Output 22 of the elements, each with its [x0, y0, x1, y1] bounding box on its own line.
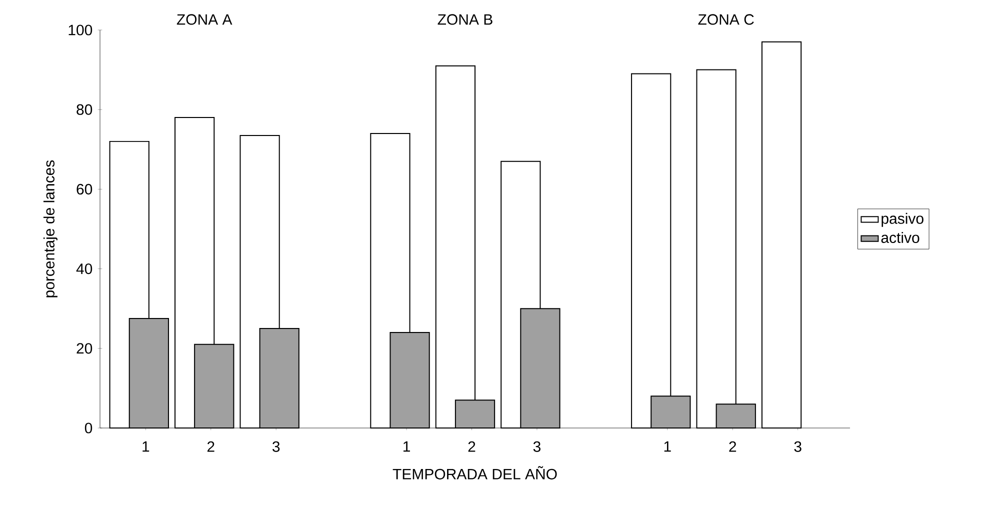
- y-tick-label: 20: [76, 343, 92, 354]
- legend-label: pasivo: [882, 212, 924, 227]
- x-axis-title: TEMPORADA DEL AÑO: [392, 466, 557, 480]
- x-tick-label: 3: [794, 441, 802, 452]
- y-tick-label: 40: [76, 263, 92, 274]
- x-tick-label: 3: [272, 441, 280, 452]
- x-tick-label: 2: [468, 441, 476, 452]
- x-tick-label: 2: [729, 441, 736, 452]
- x-tick-label: 1: [142, 441, 150, 452]
- text: ZONA A: [176, 14, 232, 25]
- text: ZONA C: [698, 14, 754, 25]
- x-tick-label: 1: [664, 441, 671, 452]
- y-tick-label: 80: [76, 104, 92, 115]
- y-tick-label: 60: [76, 184, 92, 194]
- x-tick-label: 3: [533, 441, 540, 452]
- x-tick-label: 1: [403, 441, 410, 452]
- y-tick-label: 100: [68, 24, 92, 36]
- y-tick-label: 0: [84, 422, 92, 434]
- text: ZONA B: [438, 14, 492, 25]
- y-axis-title: porcentaje de lances: [43, 160, 58, 298]
- legend-label: activo: [881, 232, 920, 243]
- x-tick-label: 2: [207, 441, 214, 452]
